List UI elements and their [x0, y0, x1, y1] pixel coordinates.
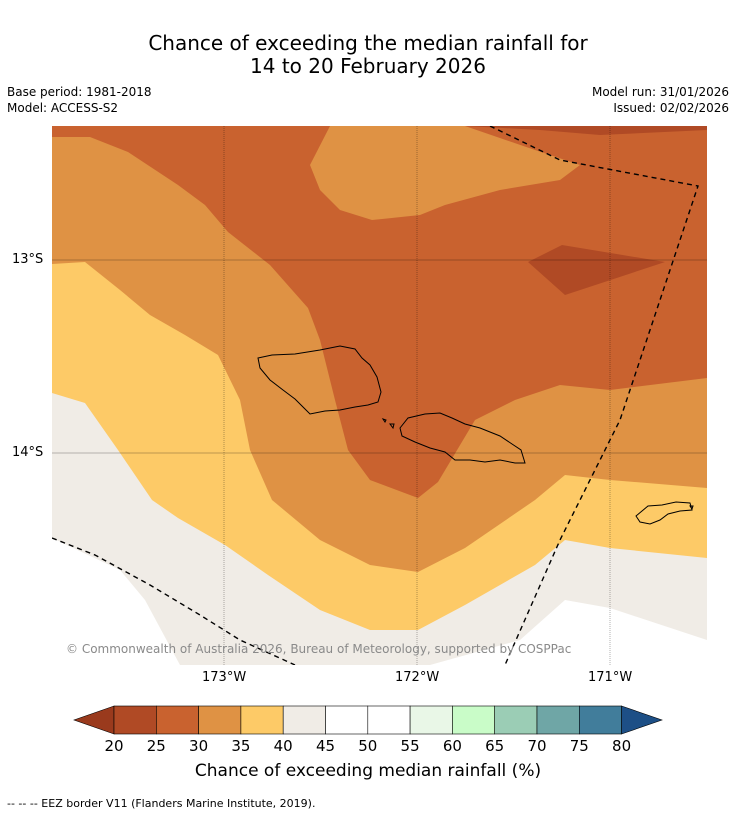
apolima-island: [389, 423, 395, 430]
colorbar-tick-40: 40: [273, 737, 293, 755]
colorbar-segment-35-40: [240, 705, 284, 735]
colorbar-segment-30-35: [198, 705, 242, 735]
colorbar-segment-20-25: [113, 705, 157, 735]
rainfall-map: [52, 126, 707, 665]
colorbar-tick-65: 65: [485, 737, 505, 755]
model-name: Model: ACCESS-S2: [7, 101, 119, 115]
copyright-notice: © Commonwealth of Australia 2026, Bureau…: [66, 642, 572, 656]
colorbar-segment-25-30: [156, 705, 199, 735]
eez-footnote: -- -- -- EEZ border V11 (Flanders Marine…: [7, 797, 316, 810]
band-25-30: [52, 126, 707, 498]
colorbar-tick-25: 25: [146, 737, 166, 755]
band-45-55-east: [430, 600, 707, 665]
band-30-35-north: [310, 126, 580, 220]
colorbar-tick-20: 20: [104, 737, 124, 755]
colorbar-segment-70-75: [536, 705, 580, 735]
issued-date: Issued: 02/02/2026: [613, 101, 729, 115]
upolu-island: [399, 412, 526, 464]
colorbar-tick-70: 70: [527, 737, 547, 755]
colorbar-segment-45-50: [325, 705, 369, 735]
eez-border-sw: [52, 537, 296, 665]
band-20-25-ne: [465, 126, 707, 135]
colorbar-segment-75-80: [578, 705, 622, 735]
colorbar-segment-40-45: [282, 705, 326, 735]
colorbar: [73, 705, 663, 735]
manono-island: [381, 418, 387, 423]
lon-label-171w: 171°W: [588, 670, 633, 685]
band-20-25: [528, 245, 665, 295]
lat-label-14s: 14°S: [12, 445, 44, 460]
eez-border-east: [489, 126, 699, 665]
colorbar-tick-60: 60: [442, 737, 462, 755]
aunuu-island: [689, 505, 694, 511]
colorbar-title: Chance of exceeding median rainfall (%): [194, 761, 542, 781]
map-title-line1: Chance of exceeding the median rainfall …: [148, 31, 588, 55]
colorbar-segment-65-70: [494, 705, 538, 735]
colorbar-tick-30: 30: [189, 737, 209, 755]
lon-label-173w: 173°W: [202, 670, 247, 685]
colorbar-tick-45: 45: [315, 737, 336, 755]
model-run: Model run: 31/01/2026: [591, 85, 729, 99]
base-period: Base period: 1981-2018: [7, 85, 152, 99]
tutuila-island: [635, 501, 693, 525]
lon-label-172w: 172°W: [395, 670, 440, 685]
colorbar-tick-35: 35: [231, 737, 251, 755]
colorbar-extend-high: [621, 705, 663, 735]
savaii-island: [257, 345, 382, 415]
map-title-line2: 14 to 20 February 2026: [250, 54, 486, 78]
band-45-55: [52, 538, 180, 665]
colorbar-segment-50-55: [367, 705, 411, 735]
colorbar-tick-75: 75: [569, 737, 589, 755]
colorbar-tick-50: 50: [358, 737, 378, 755]
colorbar-tick-80: 80: [612, 737, 632, 755]
lat-label-13s: 13°S: [12, 252, 44, 267]
colorbar-extend-low: [73, 705, 115, 735]
colorbar-segment-60-65: [452, 705, 495, 735]
colorbar-segment-55-60: [409, 705, 453, 735]
colorbar-tick-55: 55: [400, 737, 420, 755]
